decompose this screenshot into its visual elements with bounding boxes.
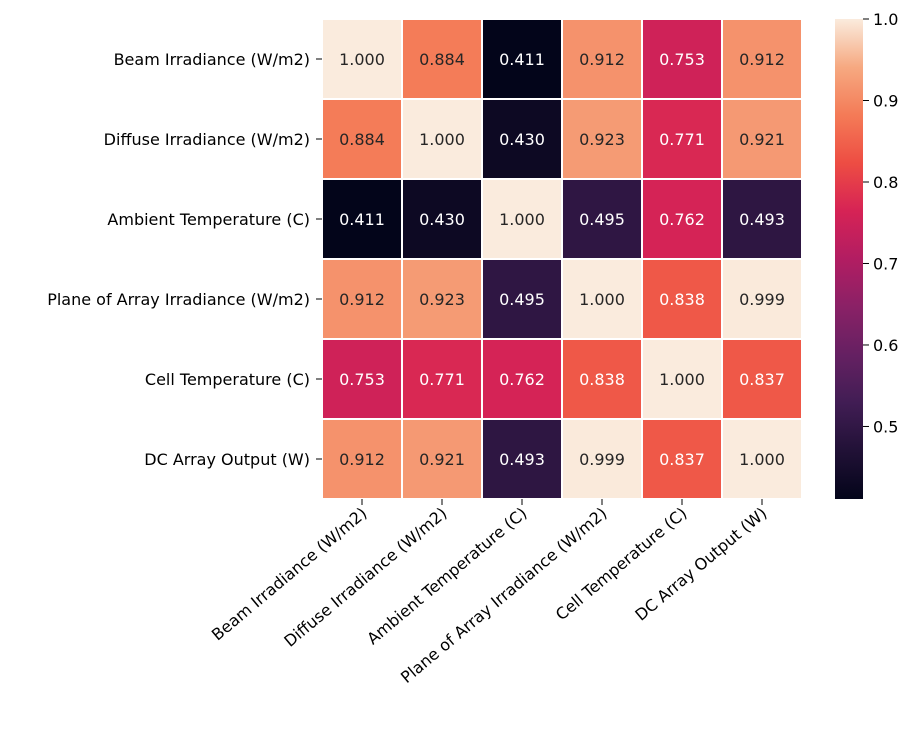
- cell-value-label: 0.923: [419, 290, 465, 309]
- y-tick-label: Diffuse Irradiance (W/m2): [104, 130, 310, 149]
- y-tick-labels: Beam Irradiance (W/m2) Diffuse Irradiance…: [47, 50, 322, 469]
- cell-value-label: 0.495: [579, 210, 625, 229]
- cell-value-label: 0.838: [579, 370, 625, 389]
- cell-value-label: 1.000: [339, 50, 385, 69]
- cell-value-label: 0.411: [339, 210, 385, 229]
- cell-value-label: 1.000: [419, 130, 465, 149]
- cell-value-label: 0.921: [419, 450, 465, 469]
- y-tick-label: Beam Irradiance (W/m2): [114, 50, 310, 69]
- heatmap-cell: [721, 338, 803, 420]
- colorbar-tick-label: 1.0: [873, 10, 898, 29]
- heatmap-cell: [401, 18, 483, 100]
- heatmap-cell: [401, 178, 483, 260]
- cell-value-label: 0.912: [579, 50, 625, 69]
- cell-value-label: 0.430: [499, 130, 545, 149]
- heatmap-cell: [321, 258, 403, 340]
- colorbar-gradient: [835, 19, 863, 499]
- heatmap-cell: [401, 258, 483, 340]
- cell-value-label: 0.493: [499, 450, 545, 469]
- heatmap-cell: [401, 98, 483, 180]
- heatmap-cell: [561, 338, 643, 420]
- cell-value-label: 0.884: [339, 130, 385, 149]
- heatmap-cell: [721, 418, 803, 500]
- cell-value-label: 0.884: [419, 50, 465, 69]
- heatmap-cell: [561, 178, 643, 260]
- heatmap-cell: [561, 98, 643, 180]
- y-tick-label: Cell Temperature (C): [145, 370, 310, 389]
- cell-value-label: 1.000: [499, 210, 545, 229]
- y-tick-label: DC Array Output (W): [144, 450, 310, 469]
- cell-value-label: 0.999: [739, 290, 785, 309]
- cell-value-label: 0.493: [739, 210, 785, 229]
- x-tick-labels: Beam Irradiance (W/m2)Diffuse Irradiance…: [208, 499, 771, 687]
- y-tick-label: Plane of Array Irradiance (W/m2): [47, 290, 310, 309]
- colorbar-tick-label: 0.8: [873, 173, 898, 192]
- heatmap-cell: [721, 98, 803, 180]
- cell-value-label: 1.000: [739, 450, 785, 469]
- heatmap-cell: [481, 338, 563, 420]
- cell-value-label: 0.771: [659, 130, 705, 149]
- cell-value-label: 0.762: [499, 370, 545, 389]
- cell-value-label: 0.921: [739, 130, 785, 149]
- cell-value-label: 0.430: [419, 210, 465, 229]
- cell-value-label: 0.999: [579, 450, 625, 469]
- cell-value-label: 0.771: [419, 370, 465, 389]
- cell-value-label: 1.000: [659, 370, 705, 389]
- cell-value-label: 0.762: [659, 210, 705, 229]
- x-tick-label: Cell Temperature (C): [552, 504, 691, 625]
- cell-value-label: 0.753: [659, 50, 705, 69]
- cell-value-label: 0.838: [659, 290, 705, 309]
- cell-value-label: 0.837: [739, 370, 785, 389]
- heatmap-cell: [321, 418, 403, 500]
- heatmap-cell: [641, 178, 723, 260]
- heatmap-cell: [561, 258, 643, 340]
- x-tick-label: Beam Irradiance (W/m2): [208, 504, 371, 645]
- y-tick-label: Ambient Temperature (C): [107, 210, 310, 229]
- heatmap-cell: [721, 258, 803, 340]
- cell-value-label: 0.912: [339, 450, 385, 469]
- heatmap-cell: [481, 258, 563, 340]
- colorbar-tick-label: 0.6: [873, 336, 898, 355]
- cell-value-label: 0.923: [579, 130, 625, 149]
- colorbar-tick-label: 0.7: [873, 254, 898, 273]
- colorbar-tick-label: 0.5: [873, 417, 898, 436]
- cell-value-label: 0.912: [739, 50, 785, 69]
- x-tick-label: Ambient Temperature (C): [363, 504, 530, 649]
- cell-value-label: 0.411: [499, 50, 545, 69]
- cell-value-label: 0.495: [499, 290, 545, 309]
- x-tick-label: DC Array Output (W): [631, 504, 770, 625]
- x-tick-label: Diffuse Irradiance (W/m2): [280, 504, 450, 651]
- heatmap-cell: [721, 178, 803, 260]
- colorbar: 0.5 0.6 0.7 0.8 0.9 1.0: [835, 10, 898, 499]
- heatmap-cell: [641, 258, 723, 340]
- heatmap-cell: [721, 18, 803, 100]
- cell-value-label: 1.000: [579, 290, 625, 309]
- cell-value-label: 0.912: [339, 290, 385, 309]
- heatmap-cell: [641, 338, 723, 420]
- heatmap-cells: 1.000 0.884 0.411 0.912 0.753 0.912 0.884 1.000…: [321, 18, 803, 500]
- cell-value-label: 0.837: [659, 450, 705, 469]
- cell-value-label: 0.753: [339, 370, 385, 389]
- colorbar-tick-label: 0.9: [873, 91, 898, 110]
